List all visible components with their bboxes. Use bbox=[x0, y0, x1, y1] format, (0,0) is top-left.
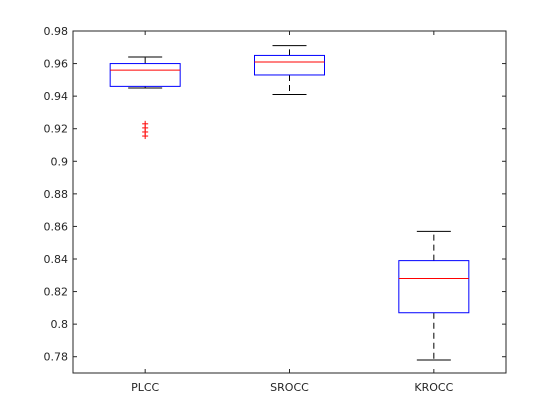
boxes-group bbox=[109, 45, 470, 361]
y-tick-label: 0.94 bbox=[44, 90, 69, 103]
y-tick-label: 0.84 bbox=[44, 253, 69, 266]
y-tick-label: 0.8 bbox=[51, 318, 69, 331]
x-tick-label: SROCC bbox=[270, 381, 309, 394]
iqr-box bbox=[398, 260, 470, 314]
y-tick-label: 0.86 bbox=[44, 220, 69, 233]
box-krocc bbox=[398, 230, 470, 361]
y-tick-label: 0.82 bbox=[44, 286, 69, 299]
x-axis: PLCC SROCC KROCC bbox=[131, 31, 454, 394]
iqr-box bbox=[109, 63, 181, 87]
y-tick-label: 0.9 bbox=[51, 155, 69, 168]
outlier-marker bbox=[142, 120, 149, 127]
y-tick-label: 0.96 bbox=[44, 58, 69, 71]
iqr-box bbox=[254, 54, 325, 76]
plot-area bbox=[72, 30, 507, 374]
box-srocc bbox=[254, 45, 325, 96]
y-tick-label: 0.98 bbox=[44, 25, 69, 38]
box-plcc bbox=[109, 56, 181, 140]
x-tick-label: PLCC bbox=[131, 381, 159, 394]
y-tick-label: 0.88 bbox=[44, 188, 69, 201]
x-tick-label: KROCC bbox=[414, 381, 453, 394]
y-tick-label: 0.92 bbox=[44, 123, 69, 136]
y-tick-label: 0.78 bbox=[44, 351, 69, 364]
y-axis: 0.78 0.8 0.82 0.84 0.86 0.88 0.9 0.92 0.94 0.96 0.… bbox=[44, 25, 506, 364]
